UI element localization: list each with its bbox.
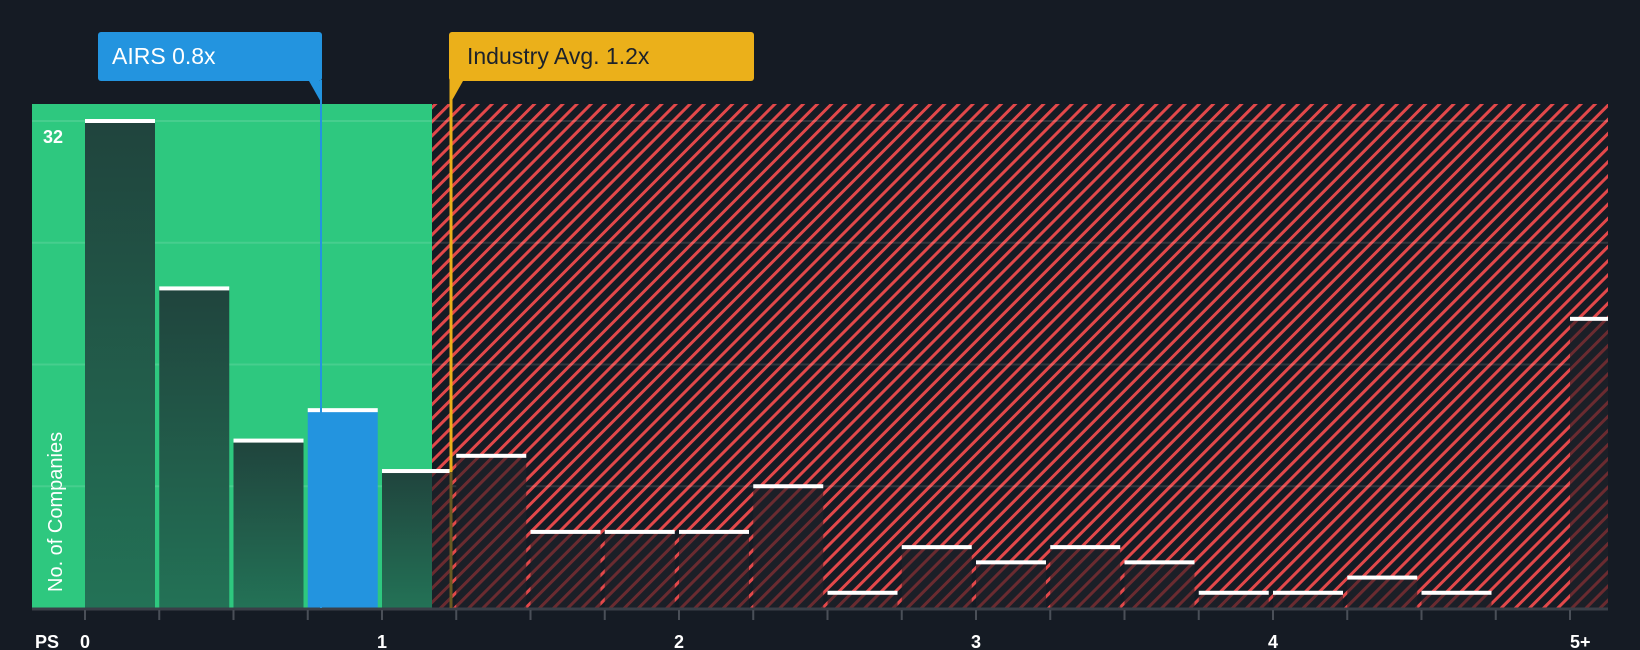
industry-marker: Industry Avg. 1.2x xyxy=(449,32,754,608)
company-marker: AIRS 0.8x xyxy=(98,32,322,608)
histogram-bar xyxy=(307,408,378,608)
bar-cap xyxy=(1198,590,1269,595)
x-tick-label: 4 xyxy=(1268,632,1278,650)
industry-label-box xyxy=(449,32,754,81)
bar-cap xyxy=(1273,590,1343,595)
histogram-bar xyxy=(530,529,601,608)
histogram-bars xyxy=(85,119,1608,608)
bar-cap xyxy=(604,529,675,534)
bar-cap xyxy=(976,560,1046,565)
bar-cap xyxy=(85,119,155,123)
value-markers: AIRS 0.8x Industry Avg. 1.2x xyxy=(98,32,754,608)
bar-cap xyxy=(456,453,527,458)
x-tick-label: 2 xyxy=(674,632,684,650)
histogram-bar xyxy=(85,119,155,608)
histogram-bar xyxy=(1421,590,1492,608)
bar-cap xyxy=(307,408,378,413)
bar-cap xyxy=(1124,560,1195,565)
histogram-bar xyxy=(901,545,972,608)
histogram-bar xyxy=(1570,316,1608,608)
x-axis-title: PS xyxy=(35,632,59,650)
x-tick-label: 0 xyxy=(80,632,90,650)
x-tick-label: 3 xyxy=(971,632,981,650)
histogram-bar xyxy=(753,484,824,608)
bar-cap xyxy=(159,286,230,291)
histogram-bar xyxy=(456,453,527,608)
histogram-bar xyxy=(1198,590,1269,608)
bar-cap xyxy=(530,529,601,534)
histogram-bar xyxy=(1050,545,1121,608)
bar-cap xyxy=(1347,575,1418,580)
bar-cap xyxy=(827,590,898,595)
histogram-bar xyxy=(976,560,1046,608)
bar-cap xyxy=(1050,545,1121,550)
industry-label: Industry Avg. 1.2x xyxy=(467,43,650,69)
bar-cap xyxy=(233,438,304,443)
y-axis-max-label: 32 xyxy=(43,127,63,147)
bar-cap xyxy=(753,484,824,489)
bar-cap xyxy=(901,545,972,550)
histogram-bar xyxy=(159,286,230,608)
histogram-bar xyxy=(1347,575,1418,608)
company-label-box xyxy=(98,32,322,81)
bar-cap xyxy=(1421,590,1492,595)
bar-cap xyxy=(679,529,749,534)
company-label: AIRS 0.8x xyxy=(112,43,216,69)
histogram-bar xyxy=(1273,590,1343,608)
bar-cap xyxy=(1570,316,1608,321)
overvalued-region xyxy=(432,104,1608,608)
histogram-bar xyxy=(604,529,675,608)
histogram-bar xyxy=(1124,560,1195,608)
bar-cap xyxy=(382,469,452,474)
x-axis: 0 1 2 3 4 5+ xyxy=(32,607,1608,650)
histogram-bar xyxy=(827,590,898,608)
y-axis-title: No. of Companies xyxy=(45,432,67,592)
x-tick-label: 1 xyxy=(377,632,387,650)
histogram-bar xyxy=(233,438,304,608)
histogram-bar xyxy=(382,469,452,608)
histogram-bar xyxy=(679,529,749,608)
x-tick-label: 5+ xyxy=(1570,632,1591,650)
valuation-regions xyxy=(32,104,1608,608)
